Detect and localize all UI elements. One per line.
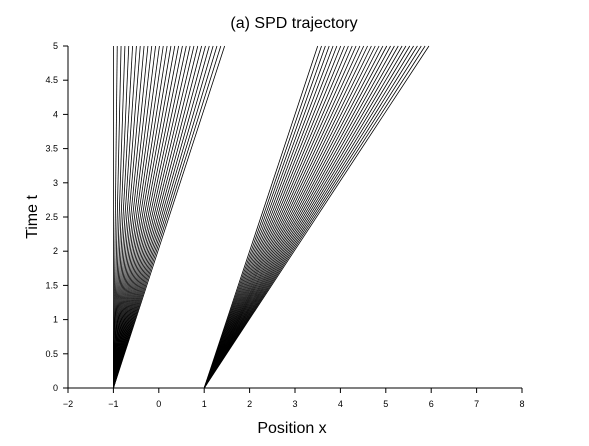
y-tick-label: 5 — [53, 41, 58, 51]
x-axis-label: Position x — [257, 420, 326, 437]
y-tick-label: 3 — [53, 178, 58, 188]
trajectory-line — [203, 45, 411, 389]
trajectory-line — [113, 45, 149, 389]
trajectory-line — [113, 45, 118, 389]
x-tick-label: 2 — [247, 399, 252, 409]
trajectory-line — [113, 45, 179, 389]
y-tick-label: 1 — [53, 315, 58, 325]
trajectory-line — [113, 45, 137, 389]
trajectory-line — [113, 45, 126, 389]
trajectory-line — [113, 45, 133, 389]
trajectory-line — [203, 45, 322, 389]
y-tick-label: 2 — [53, 246, 58, 256]
x-tick-label: 1 — [202, 399, 207, 409]
trajectory-line — [113, 45, 164, 389]
trajectory-line — [113, 45, 168, 389]
x-tick-label: 5 — [383, 399, 388, 409]
trajectory-line — [203, 45, 368, 389]
y-tick-label: 4 — [53, 109, 58, 119]
x-tick-label: 6 — [429, 399, 434, 409]
trajectory-line — [113, 45, 153, 389]
trajectory-line — [113, 45, 218, 389]
trajectory-line — [203, 45, 399, 389]
trajectory-line — [203, 45, 326, 389]
trajectory-line — [203, 45, 334, 389]
trajectory-line — [203, 45, 414, 389]
trajectory-line — [203, 45, 380, 389]
chart-title: (a) SPD trajectory — [230, 15, 357, 32]
trajectory-line — [113, 45, 191, 389]
x-axis-ticks: −2 −1 0 1 2 3 4 5 6 7 8 — [63, 388, 525, 409]
plot-area: −2 −1 0 1 2 3 4 5 6 7 8 0 0.5 1 1.5 2 2.5 3 3.5 4 4.5 5 — [45, 41, 524, 409]
trajectory-line — [113, 45, 172, 389]
trajectory-line — [113, 45, 130, 389]
y-tick-label: 1.5 — [45, 280, 58, 290]
trajectory-line — [203, 45, 403, 389]
trajectory-line — [113, 45, 226, 389]
trajectory-line — [203, 45, 422, 389]
trajectory-line — [203, 45, 361, 389]
trajectory-lines — [113, 45, 430, 389]
trajectory-line — [203, 45, 395, 389]
trajectory-line — [203, 45, 330, 389]
trajectory-line — [203, 45, 372, 389]
trajectory-line — [113, 45, 222, 389]
trajectory-line — [203, 45, 407, 389]
x-tick-label: −2 — [63, 399, 73, 409]
y-axis-label: Time t — [24, 195, 41, 239]
trajectory-line — [113, 45, 122, 389]
y-tick-label: 2.5 — [45, 212, 58, 222]
trajectory-line — [113, 45, 183, 389]
trajectory-line — [203, 45, 345, 389]
x-tick-label: 0 — [156, 399, 161, 409]
y-tick-label: 0 — [53, 383, 58, 393]
trajectory-line — [203, 45, 342, 389]
x-tick-label: 4 — [338, 399, 343, 409]
trajectory-line — [113, 45, 206, 389]
x-tick-label: 3 — [292, 399, 297, 409]
x-tick-label: −1 — [108, 399, 118, 409]
trajectory-line — [113, 45, 195, 389]
x-tick-label: 8 — [519, 399, 524, 409]
y-tick-label: 4.5 — [45, 75, 58, 85]
trajectory-line — [203, 45, 426, 389]
trajectory-line — [113, 45, 156, 389]
trajectory-line — [203, 45, 319, 389]
trajectory-line — [113, 45, 141, 389]
trajectory-line — [203, 45, 376, 389]
trajectory-line — [203, 45, 391, 389]
trajectory-line — [113, 45, 176, 389]
trajectory-line — [203, 45, 349, 389]
trajectory-line — [203, 45, 353, 389]
y-tick-label: 0.5 — [45, 349, 58, 359]
trajectory-line — [203, 45, 384, 389]
trajectory-line — [203, 45, 418, 389]
x-tick-label: 7 — [474, 399, 479, 409]
trajectory-line — [113, 45, 199, 389]
trajectory-line — [203, 45, 357, 389]
trajectory-line — [113, 45, 210, 389]
trajectory-line — [113, 45, 160, 389]
trajectory-line — [203, 45, 338, 389]
trajectory-line — [113, 45, 187, 389]
trajectory-line — [113, 45, 203, 389]
trajectory-line — [203, 45, 430, 389]
y-axis-ticks: 0 0.5 1 1.5 2 2.5 3 3.5 4 4.5 5 — [45, 41, 68, 393]
y-tick-label: 3.5 — [45, 144, 58, 154]
trajectory-line — [113, 45, 214, 389]
trajectory-line — [113, 45, 145, 389]
trajectory-line — [203, 45, 365, 389]
trajectory-line — [203, 45, 388, 389]
